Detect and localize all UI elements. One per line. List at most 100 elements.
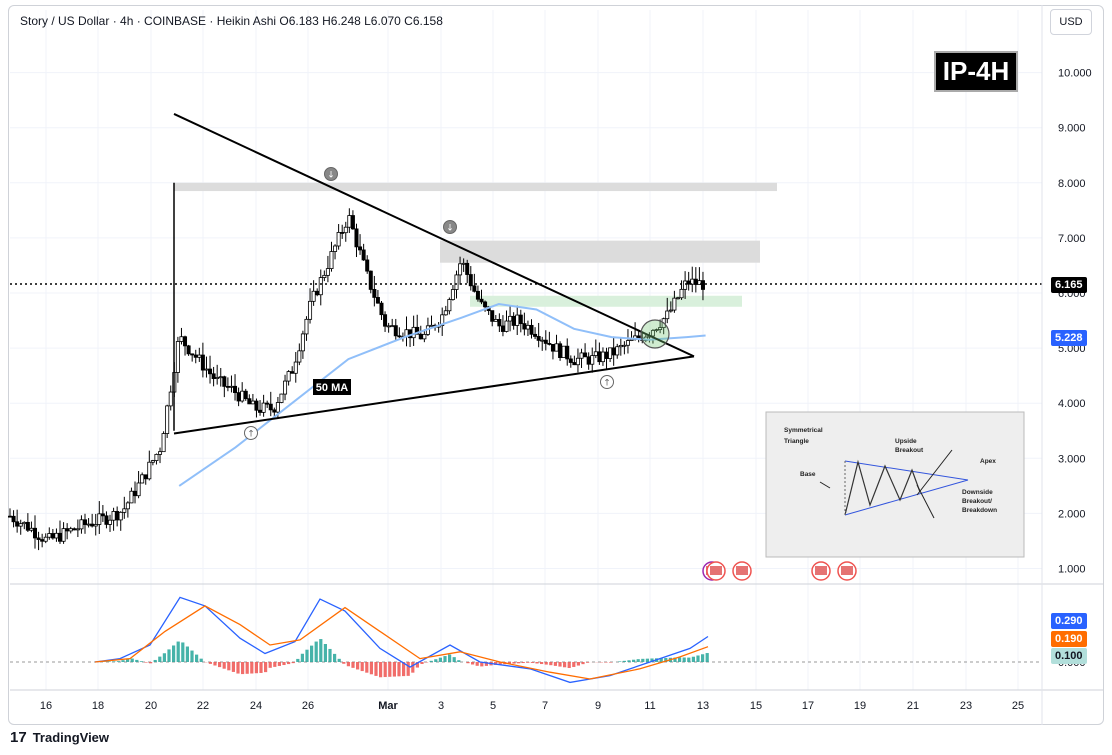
candle-body — [111, 511, 116, 521]
macd-histogram-bar — [645, 658, 649, 662]
candle-body — [283, 380, 288, 395]
macd-histogram-bar — [351, 662, 355, 668]
macd-histogram-bar — [333, 653, 337, 662]
macd-histogram-bar — [259, 662, 263, 673]
macd-histogram-bar — [250, 662, 254, 674]
candle-body — [622, 344, 627, 347]
macd-histogram-bar — [471, 662, 475, 665]
candle-body — [115, 511, 120, 521]
lower-trendline — [173, 355, 695, 435]
candle-body — [679, 288, 684, 299]
candle-body — [118, 511, 123, 521]
candle-body — [665, 310, 670, 320]
candle-body — [672, 297, 677, 311]
macd-histogram-bar — [448, 654, 452, 662]
candle-body — [250, 400, 255, 405]
event-flag-fill — [710, 566, 722, 575]
candle-body — [336, 232, 341, 247]
macd-histogram-bar — [236, 662, 240, 674]
candle-body — [536, 336, 541, 341]
candle-body — [440, 314, 445, 326]
inset-zigzag — [844, 459, 921, 516]
candle-body — [75, 528, 80, 531]
candle-body — [200, 354, 205, 371]
candle-body — [154, 453, 159, 461]
candle-body — [450, 289, 455, 300]
candle-body — [675, 297, 680, 300]
inset-lower-line — [844, 479, 969, 516]
macd-histogram-bar — [512, 662, 516, 664]
candle-body — [104, 515, 109, 525]
candle-body — [129, 490, 134, 504]
inset-title-line2: Triangle — [784, 438, 809, 445]
candle-body — [700, 280, 705, 290]
candle-body — [465, 262, 470, 275]
candle-body — [561, 345, 566, 359]
macd-histogram-bar — [300, 653, 304, 662]
candle-body — [472, 285, 477, 292]
x-tick-label: 19 — [854, 700, 866, 712]
candle-body — [136, 482, 141, 497]
inset-label-upside1: Upside — [895, 438, 917, 445]
candle-body — [565, 345, 570, 360]
candle-body — [265, 402, 270, 405]
macd-histogram-bar — [622, 660, 626, 662]
candle-body — [350, 215, 355, 230]
candle-body — [179, 336, 184, 342]
macd-histogram-bar — [530, 662, 534, 663]
inset-up-arrow — [916, 449, 953, 496]
macd-histogram-bar — [586, 662, 590, 663]
candle-body — [233, 385, 238, 394]
candle-body — [543, 339, 548, 344]
candle-body — [7, 515, 12, 518]
candle-body — [325, 268, 330, 276]
macd-histogram-bar — [273, 662, 277, 667]
last-price-label: 6.165 — [1051, 277, 1087, 293]
x-tick-label: 20 — [145, 700, 157, 712]
candle-body — [43, 536, 48, 542]
signal-line — [94, 605, 709, 680]
candle-body — [511, 315, 516, 326]
x-tick-label: 21 — [907, 700, 919, 712]
candle-body — [586, 356, 591, 365]
macd-histogram-bar — [392, 662, 396, 677]
macd-histogram-bar — [264, 662, 268, 673]
arrow-glyph: ↑ — [603, 379, 611, 389]
ma-label-bg — [313, 379, 351, 395]
candle-body — [208, 368, 213, 375]
x-tick-label: 3 — [438, 700, 444, 712]
inset-down-arrow — [916, 484, 935, 519]
inset-label-apex: Apex — [980, 458, 996, 465]
candle-body — [268, 403, 273, 411]
x-tick-label: 11 — [644, 700, 655, 712]
macd-histogram-bar — [402, 662, 406, 677]
candle-body — [615, 346, 620, 356]
candles — [7, 182, 705, 551]
candle-body — [290, 371, 295, 374]
candle-body — [258, 409, 263, 413]
candle-body — [368, 270, 373, 290]
event-flag-fill — [736, 566, 748, 575]
arrow-down-icon — [443, 220, 457, 234]
ma-price-label: 5.228 — [1051, 330, 1087, 346]
candle-body — [329, 251, 334, 270]
arrow-glyph: ↓ — [327, 171, 335, 181]
macd-histogram-bar — [245, 662, 249, 674]
macd-histogram-bar — [254, 662, 258, 674]
candle-body — [458, 263, 463, 276]
macd-histogram-bar — [185, 646, 189, 662]
macd-histogram-bar — [310, 645, 314, 662]
footer-text: TradingView — [32, 730, 110, 745]
macd-histogram-bar — [443, 656, 447, 662]
ma-label: 50 MA — [316, 382, 348, 394]
macd-histogram-bar — [356, 662, 360, 670]
macd-histogram-bar — [314, 641, 318, 662]
breakout-highlight — [640, 319, 670, 349]
macd-histogram-bar — [687, 657, 691, 662]
candle-body — [636, 335, 641, 339]
candle-body — [686, 280, 691, 285]
currency-button[interactable]: USD — [1050, 9, 1092, 35]
candle-body — [25, 521, 30, 531]
candle-body — [365, 259, 370, 272]
